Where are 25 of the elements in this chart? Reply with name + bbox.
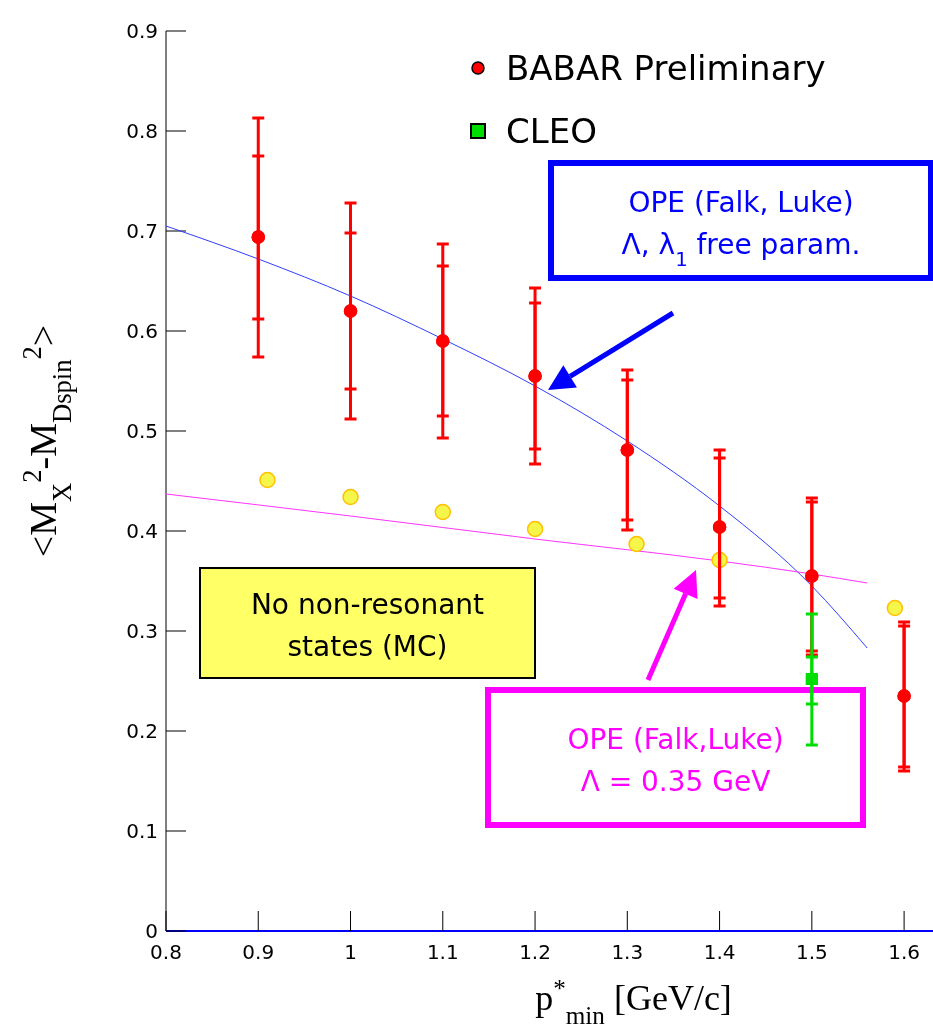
y-tick-label: 0.4 xyxy=(126,519,158,543)
x-tick-label: 1.1 xyxy=(426,940,459,964)
x-tick-label: 1.6 xyxy=(888,940,920,964)
x-tick-label: 1 xyxy=(344,940,357,964)
y-tick-label: 0.9 xyxy=(126,19,158,43)
annotation: OPE (Falk, Luke) Λ, λ$_{1}$ free param. xyxy=(621,185,861,270)
x-tick-label: 1.5 xyxy=(795,940,828,964)
y-tick-label: 0 xyxy=(145,919,158,943)
y-tick-label: 0.1 xyxy=(126,819,158,843)
legend-label: CLEO xyxy=(506,110,597,151)
x-tick-label: 1.4 xyxy=(703,940,736,964)
y-tick-label: 0.5 xyxy=(126,419,158,443)
legend-label: BABAR Preliminary xyxy=(506,47,826,88)
x-axis-title: p$^{*}$$_{min}$ [GeV/c] xyxy=(535,974,732,1029)
x-tick-label: 1.3 xyxy=(611,940,644,964)
annotation: OPE (Falk,Luke) Λ = 0.35 GeV xyxy=(567,722,784,798)
y-tick-label: 0.8 xyxy=(126,119,158,143)
annotation: No non-resonant states (MC) xyxy=(250,588,485,663)
x-tick-label: 0.9 xyxy=(242,940,275,964)
x-tick-label: 1.2 xyxy=(519,940,551,964)
y-tick-label: 0.3 xyxy=(126,619,158,643)
y-tick-label: 0.2 xyxy=(126,719,158,743)
x-tick-label: 0.8 xyxy=(150,940,182,964)
y-tick-label: 0.6 xyxy=(126,319,158,343)
y-tick-label: 0.7 xyxy=(126,219,158,243)
